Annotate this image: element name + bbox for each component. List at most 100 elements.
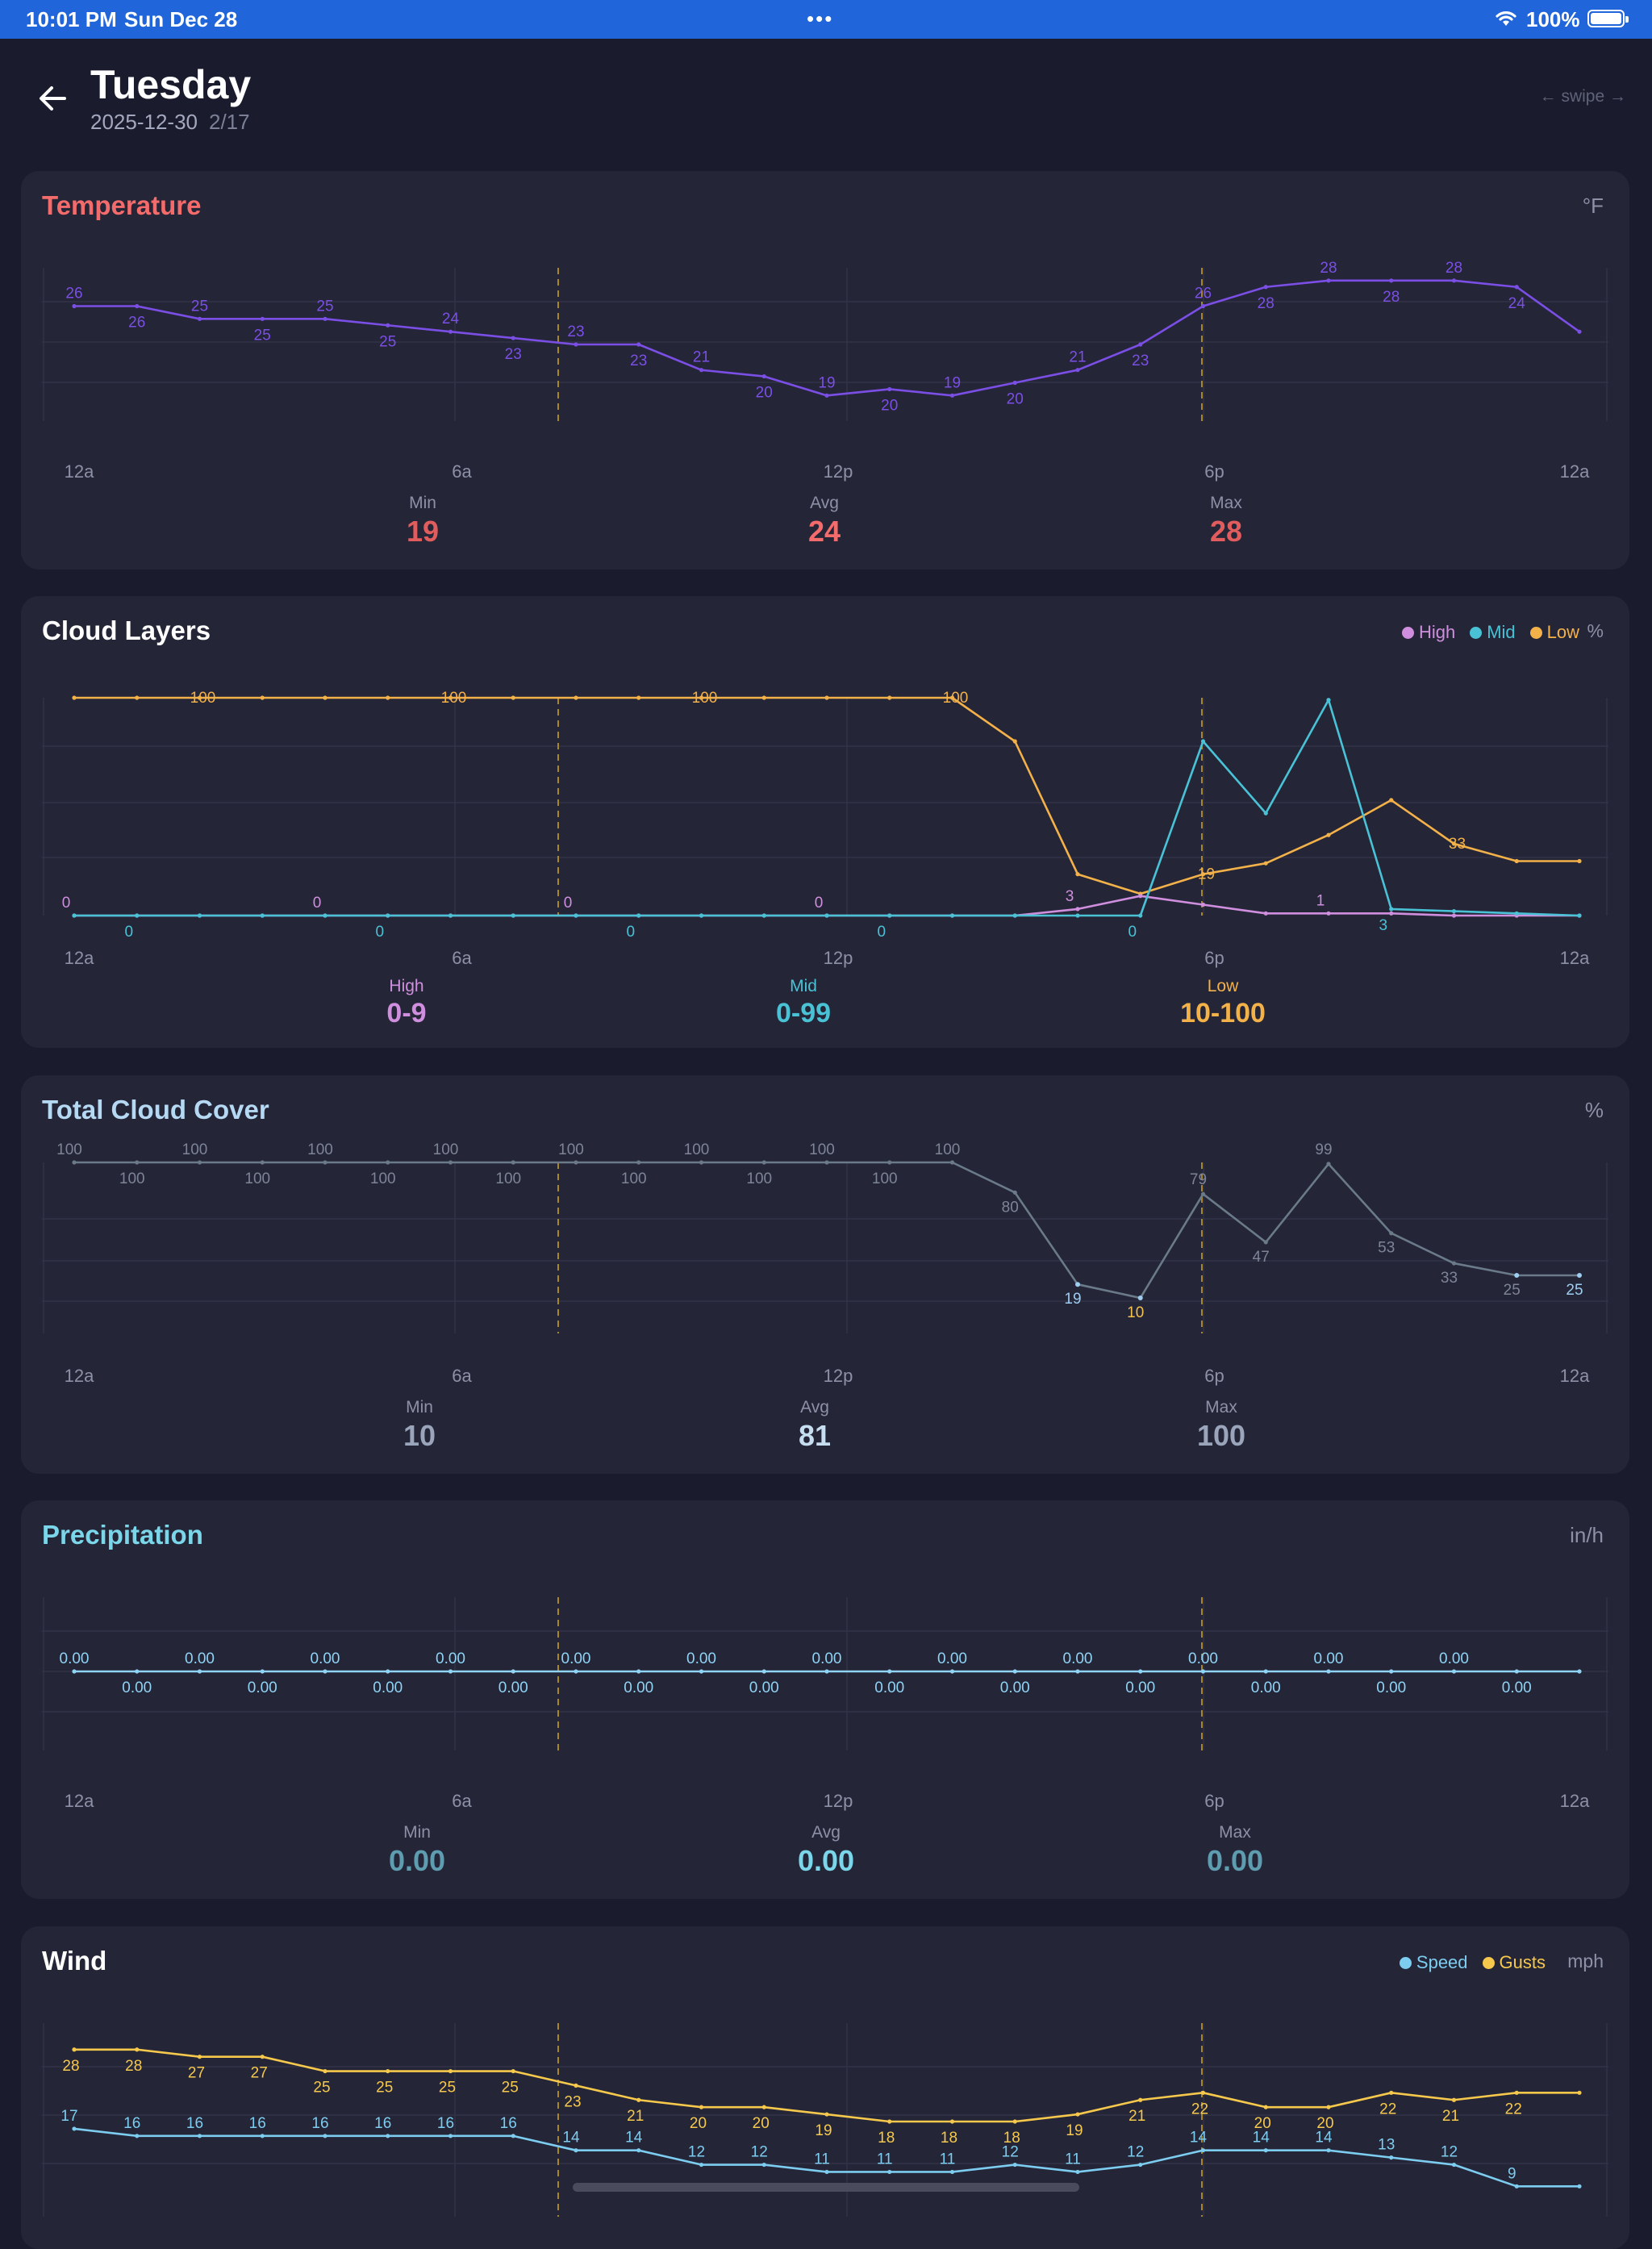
- wind-gust-label: 20: [1316, 2115, 1333, 2132]
- wind-gust-label: 22: [1379, 2101, 1396, 2118]
- page-subtitle: 2025-12-30 2/17: [90, 110, 250, 135]
- wind-gusts-point: [1138, 2097, 1143, 2102]
- total-cloud-unit: %: [1584, 1098, 1604, 1122]
- temperature-label: 28: [1446, 260, 1462, 277]
- cloud-mid-point: [574, 913, 578, 918]
- swipe-hint[interactable]: ← swipe →: [1539, 87, 1626, 106]
- precipitation-label: 0.00: [122, 1679, 152, 1696]
- wind-gust-label: 21: [627, 2108, 644, 2125]
- cloud-mid-point: [1514, 911, 1519, 916]
- temperature-point: [1012, 380, 1017, 386]
- temperature-point: [323, 316, 327, 321]
- wind-gusts-point: [949, 2119, 955, 2124]
- wind-gust-label: 19: [815, 2122, 832, 2139]
- back-arrow-icon[interactable]: [35, 81, 71, 116]
- total-cloud-low-point: [1514, 1273, 1520, 1278]
- precipitation-point: [887, 1669, 892, 1674]
- wind-gusts-point: [1514, 2090, 1519, 2095]
- total-cloud-point: [1200, 1191, 1206, 1196]
- wind-speed-label: 11: [1065, 2151, 1081, 2168]
- temperature-label: 25: [191, 298, 208, 315]
- wind-gusts-point: [1075, 2112, 1080, 2117]
- wind-card: Wind Speed Gusts mph 28 28 27 27 25 25 25 25 23 2…: [21, 1926, 1629, 2249]
- temperature-point: [260, 316, 265, 321]
- multitasking-dots-icon[interactable]: •••: [807, 6, 834, 31]
- wind-gust-label: 18: [878, 2130, 895, 2147]
- cloud-mid-point: [699, 913, 704, 918]
- wind-gusts-point: [1012, 2119, 1017, 2124]
- total-cloud-label: 19: [1064, 1291, 1081, 1308]
- cloud-low-point: [824, 695, 829, 700]
- cloud-mid-point: [135, 913, 140, 918]
- x-tick-label: 12a: [64, 461, 94, 482]
- temperature-label: 19: [818, 374, 835, 391]
- wind-gust-label: 18: [941, 2130, 957, 2147]
- legend-high: High: [1401, 622, 1455, 643]
- status-time: 10:01 PM: [26, 7, 117, 31]
- cloud-high-label: 0: [815, 895, 824, 912]
- wind-gusts-point: [511, 2068, 515, 2074]
- home-indicator[interactable]: [573, 2183, 1079, 2192]
- wind-speed-point: [887, 2169, 892, 2175]
- wind-speed-label: 13: [1378, 2137, 1395, 2154]
- day-index: 2/17: [209, 110, 250, 134]
- cloud-mid-point: [1200, 739, 1206, 744]
- precipitation-max: Max 0.00: [1206, 1823, 1264, 1877]
- x-tick-label: 6p: [1204, 948, 1224, 968]
- cloud-mid-label: 0: [375, 924, 384, 941]
- temperature-point: [1326, 278, 1331, 283]
- temperature-label: 28: [1383, 289, 1400, 306]
- total-cloud-label: 53: [1378, 1240, 1395, 1257]
- wind-speed-label: 12: [688, 2144, 705, 2161]
- total-cloud-label: 100: [56, 1141, 82, 1158]
- total-cloud-point: [1263, 1240, 1268, 1245]
- wind-speed-point: [1514, 2184, 1519, 2188]
- cloud-low-point: [1451, 841, 1457, 846]
- cloud-low-point: [197, 695, 202, 700]
- legend-low: Low: [1529, 622, 1579, 643]
- x-tick-label: 12p: [823, 1791, 853, 1811]
- wind-title: Wind: [42, 1946, 107, 1976]
- cloud-mid-label: 0: [877, 924, 886, 941]
- cloud-low-point: [887, 695, 892, 700]
- cloud-layers-unit: %: [1587, 620, 1604, 641]
- total-cloud-label: 100: [558, 1141, 584, 1158]
- total-cloud-low-point: [1577, 1273, 1582, 1278]
- wind-speed-point: [1577, 2184, 1582, 2188]
- page-header: Tuesday 2025-12-30 2/17 ← swipe →: [0, 39, 1652, 168]
- temperature-title: Temperature: [42, 190, 202, 220]
- total-cloud-point: [636, 1160, 641, 1165]
- cloud-low-point: [386, 695, 390, 700]
- wind-speed-label: 16: [186, 2115, 203, 2132]
- total-cloud-point: [260, 1160, 265, 1165]
- wind-speed-point: [824, 2169, 829, 2175]
- precipitation-label: 0.00: [1000, 1679, 1030, 1696]
- precipitation-label: 0.00: [624, 1679, 653, 1696]
- precipitation-point: [761, 1669, 766, 1674]
- wind-speed-point: [1451, 2162, 1457, 2168]
- wind-speed-point: [761, 2162, 766, 2168]
- wind-gust-label: 20: [690, 2115, 707, 2132]
- total-cloud-low-point: [1075, 1282, 1080, 1287]
- precipitation-label: 0.00: [812, 1650, 842, 1667]
- x-tick-label: 6p: [1204, 1366, 1224, 1386]
- wind-speed-label: 16: [123, 2115, 140, 2132]
- cloud-low-point: [448, 695, 453, 700]
- cloud-low-label: 33: [1449, 836, 1466, 853]
- precipitation-label: 0.00: [248, 1679, 277, 1696]
- precipitation-point: [260, 1669, 265, 1674]
- temperature-point: [636, 342, 641, 347]
- wind-gust-label: 22: [1505, 2101, 1522, 2118]
- cloud-mid-point: [887, 913, 892, 918]
- legend-gusts: Gusts: [1482, 1952, 1546, 1973]
- wind-speed-label: 14: [1253, 2130, 1270, 2147]
- cloud-low-point: [1012, 739, 1017, 744]
- temperature-label: 20: [1007, 391, 1024, 408]
- x-tick-label: 6a: [452, 948, 472, 968]
- temperature-point: [887, 386, 892, 392]
- total-cloud-point: [1326, 1162, 1331, 1166]
- precipitation-point: [72, 1669, 77, 1674]
- wind-gusts-point: [1263, 2105, 1268, 2109]
- total-cloud-line: [74, 1161, 1579, 1300]
- precipitation-label: 0.00: [1063, 1650, 1093, 1667]
